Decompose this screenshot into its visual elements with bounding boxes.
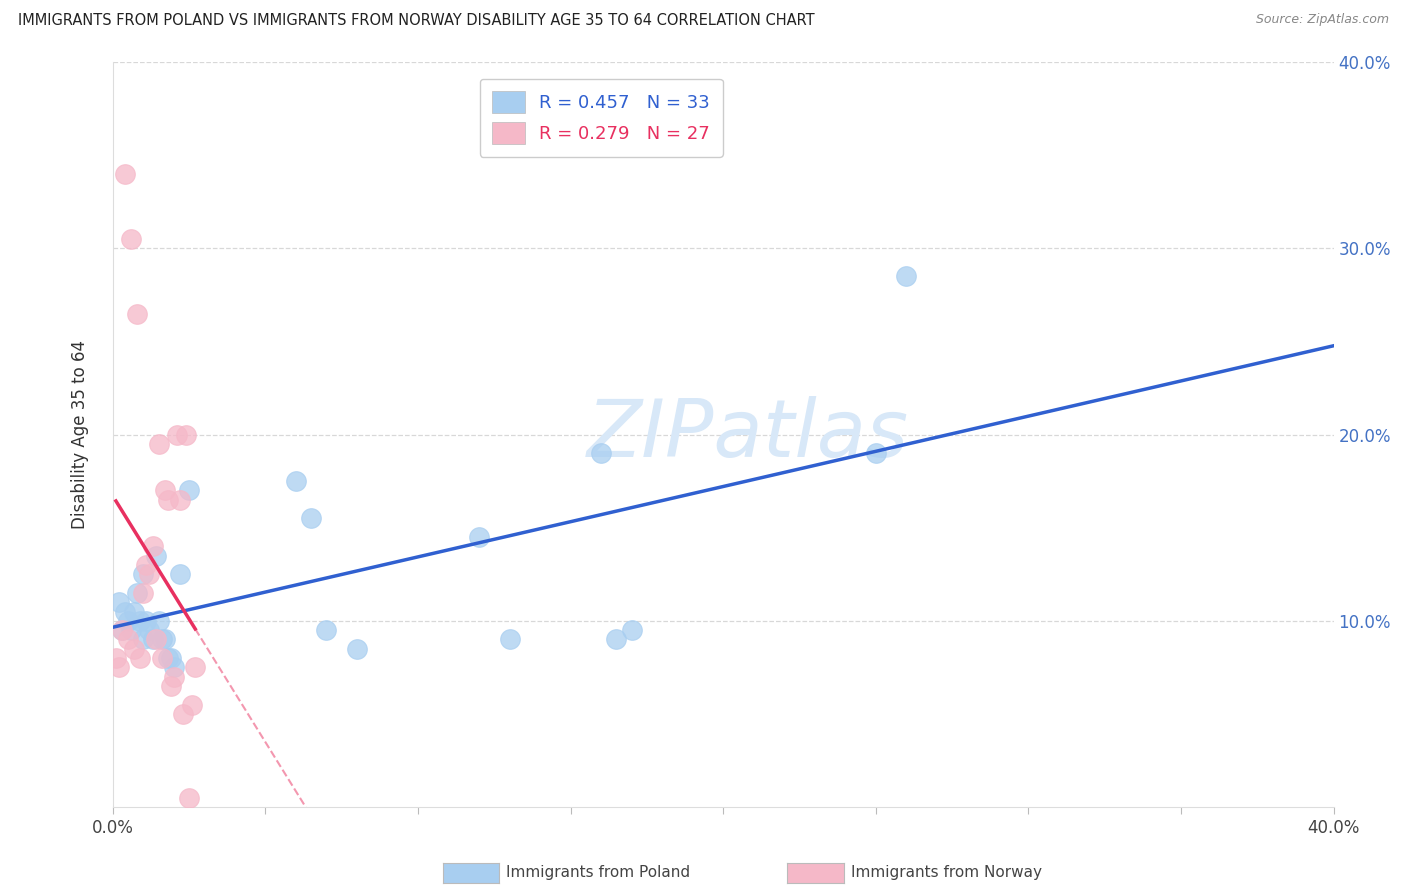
Point: [138, 567, 160, 582]
Point: [132, 632, 155, 647]
Point: [163, 670, 186, 684]
Point: [174, 427, 197, 442]
Point: [865, 446, 887, 460]
Point: [468, 530, 491, 544]
Point: [166, 427, 188, 442]
Point: [138, 623, 160, 637]
Text: Immigrants from Poland: Immigrants from Poland: [506, 865, 690, 880]
Point: [108, 660, 131, 674]
Point: [315, 623, 337, 637]
Point: [156, 492, 179, 507]
Text: IMMIGRANTS FROM POLAND VS IMMIGRANTS FROM NORWAY DISABILITY AGE 35 TO 64 CORRELA: IMMIGRANTS FROM POLAND VS IMMIGRANTS FRO…: [18, 13, 815, 29]
Point: [129, 614, 152, 628]
Point: [117, 632, 139, 647]
Point: [896, 269, 918, 284]
Point: [132, 586, 155, 600]
Point: [285, 474, 308, 488]
Point: [132, 567, 155, 582]
Point: [120, 623, 142, 637]
Point: [111, 623, 134, 637]
Point: [169, 492, 191, 507]
Text: Source: ZipAtlas.com: Source: ZipAtlas.com: [1256, 13, 1389, 27]
Point: [122, 641, 145, 656]
Point: [172, 706, 194, 721]
Point: [181, 698, 204, 712]
Point: [179, 483, 201, 498]
Point: [153, 483, 176, 498]
Point: [127, 586, 149, 600]
Point: [169, 567, 191, 582]
Point: [108, 595, 131, 609]
Text: Immigrants from Norway: Immigrants from Norway: [851, 865, 1042, 880]
Text: ZIPatlas: ZIPatlas: [586, 395, 908, 474]
Point: [141, 539, 163, 553]
Point: [620, 623, 643, 637]
Point: [160, 679, 183, 693]
Point: [153, 632, 176, 647]
Point: [179, 790, 201, 805]
Point: [114, 605, 136, 619]
Point: [104, 651, 127, 665]
Point: [346, 641, 368, 656]
Point: [156, 651, 179, 665]
Point: [184, 660, 207, 674]
Point: [120, 232, 142, 246]
Point: [163, 660, 186, 674]
Point: [299, 511, 322, 525]
Point: [111, 623, 134, 637]
Y-axis label: Disability Age 35 to 64: Disability Age 35 to 64: [72, 340, 89, 529]
Point: [129, 651, 152, 665]
Point: [145, 549, 167, 563]
Point: [498, 632, 520, 647]
Point: [145, 632, 167, 647]
Point: [591, 446, 613, 460]
Point: [160, 651, 183, 665]
Point: [150, 632, 173, 647]
Point: [605, 632, 627, 647]
Point: [117, 614, 139, 628]
Point: [150, 651, 173, 665]
Point: [148, 614, 170, 628]
Point: [135, 558, 157, 572]
Point: [114, 167, 136, 181]
Point: [135, 614, 157, 628]
Legend: R = 0.457   N = 33, R = 0.279   N = 27: R = 0.457 N = 33, R = 0.279 N = 27: [479, 78, 723, 157]
Point: [141, 632, 163, 647]
Point: [148, 437, 170, 451]
Point: [122, 605, 145, 619]
Point: [127, 307, 149, 321]
